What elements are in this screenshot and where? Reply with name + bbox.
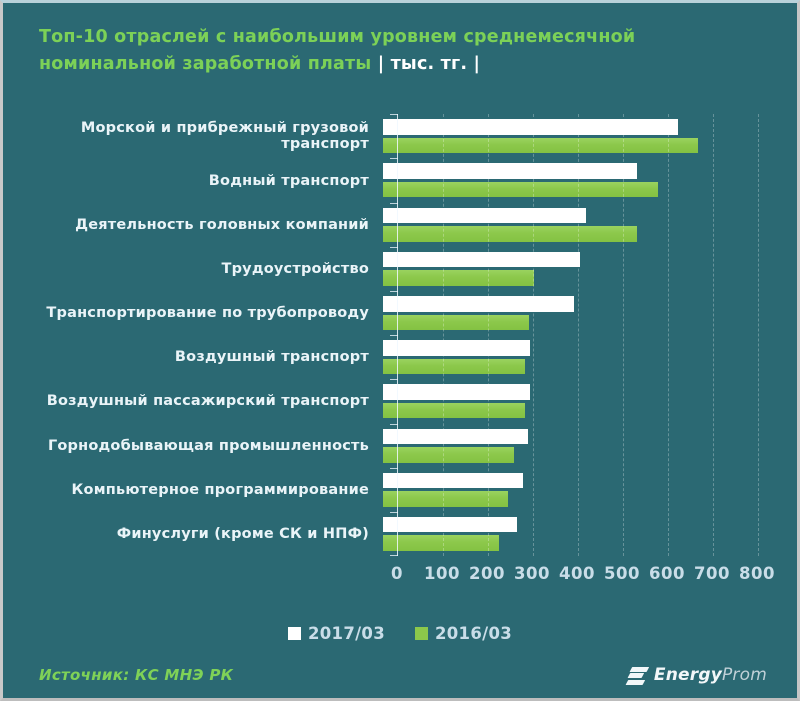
category-label: Морской и прибрежный грузовой транспорт bbox=[80, 120, 369, 153]
bar-group bbox=[383, 114, 797, 158]
x-tick-label: 800 bbox=[739, 564, 775, 584]
x-tick-label: 200 bbox=[469, 564, 505, 584]
bar-2016/03 bbox=[383, 137, 698, 154]
category-label: Воздушный пассажирский транспорт bbox=[46, 393, 369, 410]
bar-2017/03 bbox=[383, 384, 531, 400]
bar-2016/03 bbox=[383, 358, 525, 375]
chart-row: Транспортирование по трубопроводу bbox=[3, 291, 797, 335]
bar-2017/03 bbox=[383, 251, 580, 268]
bar-group bbox=[383, 158, 797, 202]
chart-legend: 2017/03 2016/03 bbox=[3, 624, 797, 643]
chart-row: Финуслуги (кроме СК и НПФ) bbox=[3, 512, 797, 556]
bar-group bbox=[383, 379, 797, 423]
bar-group bbox=[383, 335, 797, 379]
legend-label: 2016/03 bbox=[435, 624, 513, 644]
chart-row: Водный транспорт bbox=[3, 158, 797, 202]
bar-2016/03 bbox=[383, 491, 509, 507]
x-tick-label: 500 bbox=[604, 564, 640, 584]
category-label: Воздушный транспорт bbox=[174, 349, 369, 366]
energyprom-logo: EnergyProm bbox=[625, 665, 767, 686]
chart-row: Деятельность головных компаний bbox=[3, 203, 797, 247]
category-label: Деятельность головных компаний bbox=[75, 216, 369, 233]
bar-2016/03 bbox=[383, 314, 530, 330]
bar-group bbox=[383, 468, 797, 512]
bar-2017/03 bbox=[383, 428, 528, 445]
bar-2017/03 bbox=[383, 516, 518, 533]
legend-item: 2017/03 bbox=[287, 624, 385, 644]
x-tick-label: 400 bbox=[559, 564, 595, 584]
bar-group bbox=[383, 512, 797, 556]
bar-2017/03 bbox=[383, 296, 575, 312]
bar-2017/03 bbox=[383, 472, 523, 489]
bar-2017/03 bbox=[383, 163, 638, 179]
energyprom-logo-text: EnergyProm bbox=[653, 665, 767, 686]
chart-title-line2-green: номинальной заработной платы bbox=[39, 54, 378, 75]
bar-group bbox=[383, 247, 797, 291]
x-tick-label: 600 bbox=[649, 564, 685, 584]
bar-2016/03 bbox=[383, 181, 658, 198]
bar-2017/03 bbox=[383, 207, 586, 224]
bar-2016/03 bbox=[383, 447, 515, 463]
footer: Источник: КС МНЭ РК EnergyProm bbox=[3, 665, 797, 685]
x-tick-label: 300 bbox=[514, 564, 550, 584]
legend-swatch bbox=[287, 627, 301, 641]
energyprom-logo-icon bbox=[625, 666, 650, 684]
x-tick-label: 0 bbox=[391, 564, 403, 584]
bar-2016/03 bbox=[383, 535, 499, 551]
bar-chart: Морской и прибрежный грузовой транспорт В… bbox=[3, 114, 797, 557]
bar-group bbox=[383, 424, 797, 468]
x-axis-labels: 0 100 200 300 400 500 600 700 800 bbox=[3, 564, 797, 590]
chart-row: Воздушный транспорт bbox=[3, 335, 797, 379]
chart-rows: Морской и прибрежный грузовой транспорт В… bbox=[3, 114, 797, 556]
category-label: Трудоустройство bbox=[221, 260, 369, 277]
x-tick-label: 100 bbox=[424, 564, 460, 584]
bar-2016/03 bbox=[383, 270, 534, 286]
category-label: Транспортирование по трубопроводу bbox=[46, 305, 369, 322]
bar-2016/03 bbox=[383, 226, 638, 242]
chart-row: Компьютерное программирование bbox=[3, 468, 797, 512]
category-label: Финуслуги (кроме СК и НПФ) bbox=[116, 526, 369, 543]
bar-2016/03 bbox=[383, 402, 525, 419]
category-label: Горнодобывающая промышленность bbox=[47, 437, 369, 454]
chart-title-line1: Топ-10 отраслей с наибольшим уровнем сре… bbox=[39, 27, 636, 47]
bar-group bbox=[383, 291, 797, 335]
bar-group bbox=[383, 203, 797, 247]
chart-row: Морской и прибрежный грузовой транспорт bbox=[3, 114, 797, 158]
legend-swatch bbox=[415, 627, 428, 641]
source-note: Источник: КС МНЭ РК bbox=[39, 666, 234, 685]
category-label: Водный транспорт bbox=[208, 172, 369, 189]
chart-row: Горнодобывающая промышленность bbox=[3, 424, 797, 468]
bar-2017/03 bbox=[383, 119, 678, 135]
legend-label: 2017/03 bbox=[307, 624, 385, 644]
legend-item: 2016/03 bbox=[415, 624, 512, 643]
chart-title: Топ-10 отраслей с наибольшим уровнем сре… bbox=[3, 3, 797, 78]
chart-title-units: | тыс. тг. | bbox=[377, 54, 481, 75]
category-label: Компьютерное программирование bbox=[71, 481, 369, 498]
bar-2017/03 bbox=[383, 340, 531, 356]
chart-row: Трудоустройство bbox=[3, 247, 797, 291]
x-tick-label: 700 bbox=[694, 564, 730, 584]
chart-row: Воздушный пассажирский транспорт bbox=[3, 379, 797, 423]
